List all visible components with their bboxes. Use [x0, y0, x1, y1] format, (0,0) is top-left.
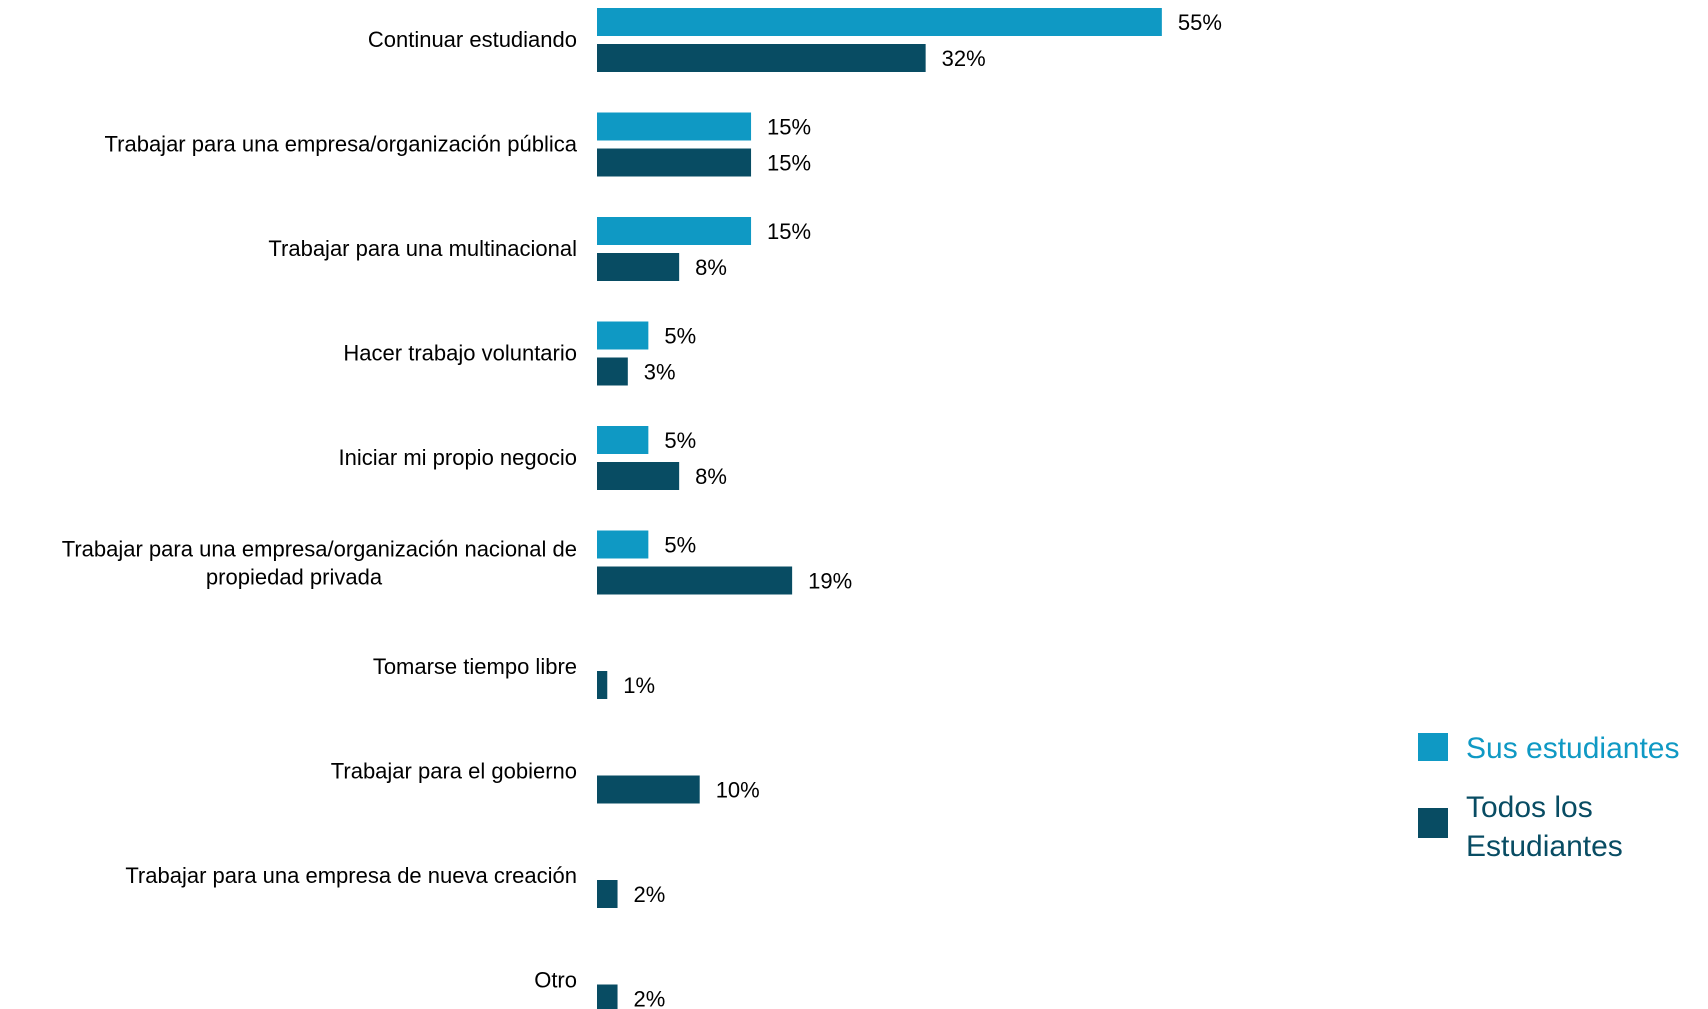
data-label: 8% — [695, 255, 727, 280]
data-label: 2% — [634, 987, 666, 1009]
data-label: 2% — [634, 882, 666, 907]
data-label: 55% — [1178, 10, 1222, 35]
category-label: Trabajar para una multinacional — [268, 236, 577, 261]
bar-todos-estudiantes — [597, 148, 752, 177]
data-label: 15% — [767, 115, 811, 140]
data-label: 32% — [942, 46, 986, 71]
category-label: Hacer trabajo voluntario — [343, 341, 577, 366]
bar-sus-estudiantes — [597, 112, 752, 141]
bar-todos-estudiantes — [597, 462, 680, 490]
legend-label-todos-estudiantes: Todos los — [1466, 791, 1593, 824]
bar-todos-estudiantes — [597, 44, 926, 72]
bar-sus-estudiantes — [597, 321, 649, 350]
bar-todos-estudiantes — [597, 357, 628, 386]
category-label: Trabajar para una empresa/organización p… — [105, 132, 578, 157]
legend-label-todos-estudiantes-line2: Estudiantes — [1466, 830, 1623, 863]
legend-swatch-todos-estudiantes — [1418, 808, 1448, 838]
data-label: 1% — [623, 673, 655, 698]
category-label: Trabajar para una empresa de nueva creac… — [125, 863, 577, 888]
bar-sus-estudiantes — [597, 426, 649, 454]
category-label: Tomarse tiempo libre — [373, 654, 577, 679]
legend-swatch-sus-estudiantes — [1418, 733, 1448, 761]
data-label: 8% — [695, 464, 727, 489]
data-label: 19% — [808, 569, 852, 594]
bar-sus-estudiantes — [597, 8, 1162, 36]
data-label: 5% — [664, 428, 696, 453]
data-label: 5% — [664, 324, 696, 349]
bar-sus-estudiantes — [597, 217, 752, 245]
data-label: 15% — [767, 219, 811, 244]
legend-label-sus-estudiantes: Sus estudiantes — [1466, 732, 1679, 765]
category-label: Trabajar para una empresa/organización n… — [62, 537, 577, 562]
category-label: Otro — [534, 968, 577, 993]
bar-sus-estudiantes — [597, 530, 649, 559]
bar-todos-estudiantes — [597, 880, 618, 908]
bar-todos-estudiantes — [597, 671, 608, 699]
bar-todos-estudiantes — [597, 253, 680, 281]
category-label: Trabajar para el gobierno — [331, 759, 577, 784]
category-label: Iniciar mi propio negocio — [339, 445, 577, 470]
bar-todos-estudiantes — [597, 984, 618, 1009]
bar-todos-estudiantes — [597, 775, 700, 804]
category-label-line2: propiedad privada — [206, 565, 383, 590]
data-label: 15% — [767, 151, 811, 176]
data-label: 10% — [716, 778, 760, 803]
data-label: 5% — [664, 533, 696, 558]
bar-todos-estudiantes — [597, 566, 793, 595]
data-label: 3% — [644, 360, 676, 385]
category-label: Continuar estudiando — [368, 27, 577, 52]
